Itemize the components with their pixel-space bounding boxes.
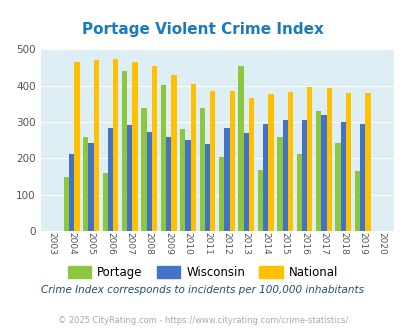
Bar xyxy=(64,177,69,231)
Bar xyxy=(151,66,157,231)
Bar xyxy=(102,173,108,231)
Bar xyxy=(364,93,370,231)
Legend: Portage, Wisconsin, National: Portage, Wisconsin, National xyxy=(63,262,342,284)
Text: © 2025 CityRating.com - https://www.cityrating.com/crime-statistics/: © 2025 CityRating.com - https://www.city… xyxy=(58,315,347,325)
Bar xyxy=(262,124,268,231)
Bar xyxy=(345,93,350,231)
Text: Crime Index corresponds to incidents per 100,000 inhabitants: Crime Index corresponds to incidents per… xyxy=(41,285,364,295)
Bar xyxy=(190,84,196,231)
Bar xyxy=(88,143,94,231)
Bar xyxy=(185,140,190,231)
Bar xyxy=(238,66,243,231)
Bar xyxy=(287,92,292,231)
Bar xyxy=(74,62,79,231)
Bar xyxy=(113,59,118,231)
Bar xyxy=(141,108,146,231)
Bar xyxy=(108,128,113,231)
Bar xyxy=(340,122,345,231)
Bar xyxy=(205,144,210,231)
Bar xyxy=(301,119,307,231)
Bar xyxy=(122,71,127,231)
Bar xyxy=(69,154,74,231)
Bar xyxy=(359,124,364,231)
Bar xyxy=(277,137,282,231)
Bar xyxy=(166,137,171,231)
Bar xyxy=(199,108,205,231)
Text: Portage Violent Crime Index: Portage Violent Crime Index xyxy=(82,22,323,37)
Bar xyxy=(268,94,273,231)
Bar xyxy=(296,154,301,231)
Bar xyxy=(320,115,326,231)
Bar xyxy=(257,170,262,231)
Bar xyxy=(282,119,287,231)
Bar xyxy=(210,90,215,231)
Bar xyxy=(171,75,176,231)
Bar xyxy=(146,132,151,231)
Bar xyxy=(83,137,88,231)
Bar xyxy=(326,88,331,231)
Bar xyxy=(335,143,340,231)
Bar xyxy=(160,85,166,231)
Bar xyxy=(180,129,185,231)
Bar xyxy=(219,157,224,231)
Bar xyxy=(94,60,99,231)
Bar xyxy=(229,90,234,231)
Bar xyxy=(127,125,132,231)
Bar xyxy=(132,62,137,231)
Bar xyxy=(243,133,248,231)
Bar xyxy=(315,111,320,231)
Bar xyxy=(224,128,229,231)
Bar xyxy=(248,98,254,231)
Bar xyxy=(354,171,359,231)
Bar xyxy=(307,87,311,231)
